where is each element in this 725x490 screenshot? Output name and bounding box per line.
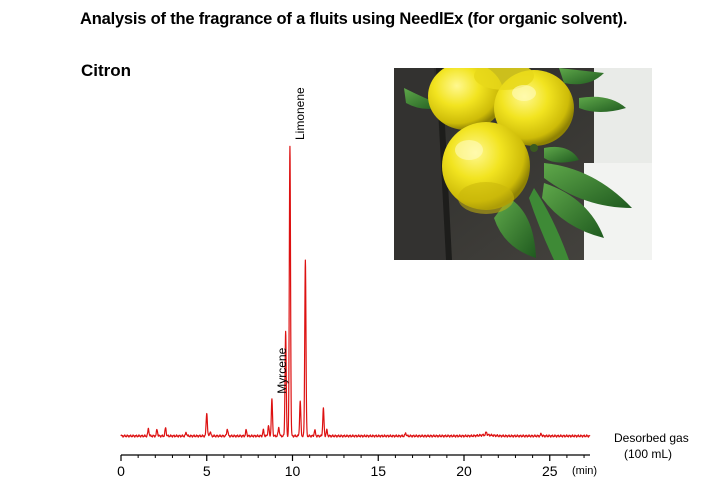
x-axis-tick-labels: 0 5 10 15 20 25 — [117, 463, 558, 479]
note-line-1: Desorbed gas — [614, 431, 689, 445]
peak-labels: Myrcene Limonene — [275, 87, 307, 394]
x-tick-label: 5 — [203, 463, 211, 479]
desorbed-gas-note: Desorbed gas (100 mL) — [614, 430, 689, 462]
x-tick-label: 0 — [117, 463, 125, 479]
x-tick-label: 10 — [285, 463, 301, 479]
sample-name: Citron — [81, 61, 132, 80]
citron-fruit-photo — [394, 68, 652, 260]
chromatogram-trace — [120, 145, 591, 438]
x-tick-label: 25 — [542, 463, 558, 479]
page-title: Analysis of the fragrance of a fluits us… — [80, 10, 628, 28]
peak-label-myrcene: Myrcene — [275, 347, 289, 393]
x-axis-unit-label: (min) — [572, 465, 597, 477]
peak-label-limonene: Limonene — [293, 87, 307, 140]
note-line-2: (100 mL) — [624, 447, 673, 461]
x-tick-label: 20 — [456, 463, 472, 479]
x-tick-label: 15 — [370, 463, 386, 479]
x-axis-ticks — [120, 455, 585, 461]
